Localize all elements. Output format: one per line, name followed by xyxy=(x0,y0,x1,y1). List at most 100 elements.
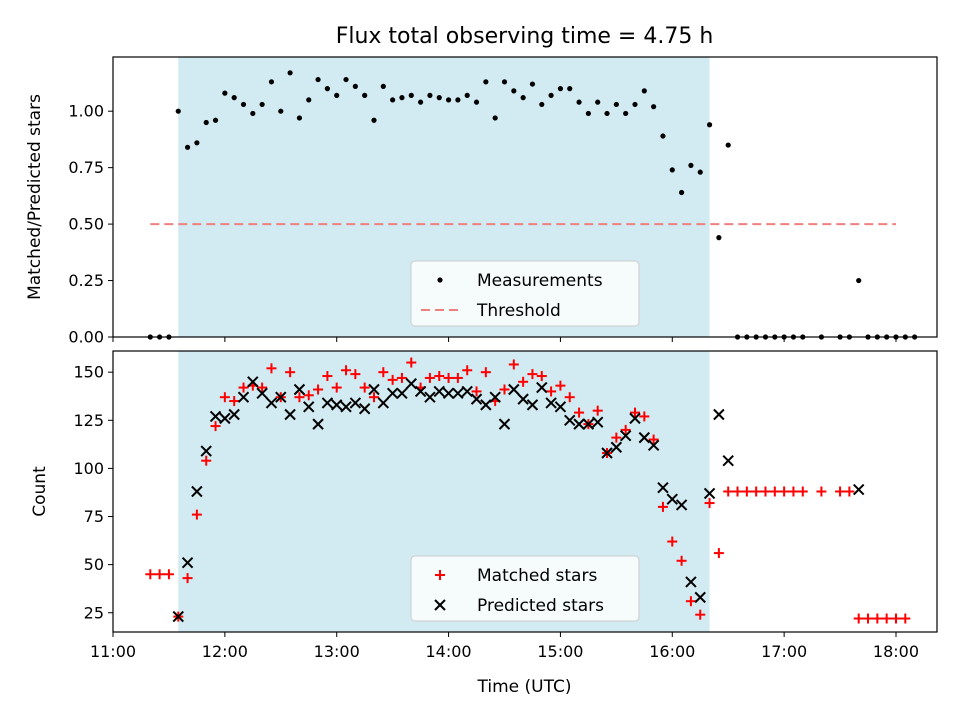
top-panel: 0.00 0.25 0.50 0.75 1.00 Matched/Predicted st… xyxy=(25,56,938,347)
data-point xyxy=(212,117,219,123)
data-point xyxy=(573,418,585,430)
data-point xyxy=(331,399,343,411)
y-axis-label: Matched/Predicted stars xyxy=(25,94,45,300)
data-point xyxy=(856,277,862,284)
series-matched-stars xyxy=(145,357,911,624)
data-point xyxy=(296,115,303,121)
x-tick-label: 16:00 xyxy=(649,642,695,661)
x-tick-label: 11:00 xyxy=(90,642,136,661)
data-point xyxy=(306,97,312,103)
data-point xyxy=(470,393,483,405)
data-point xyxy=(331,382,342,393)
data-point xyxy=(452,387,464,400)
data-point xyxy=(582,418,595,430)
data-point xyxy=(368,392,379,403)
data-point xyxy=(536,371,547,382)
data-point xyxy=(546,386,557,397)
data-point xyxy=(574,407,585,418)
y-tick-label: 50 xyxy=(84,555,104,574)
data-point xyxy=(499,384,510,395)
data-point xyxy=(427,92,433,98)
data-point xyxy=(498,418,511,430)
data-point xyxy=(853,613,864,624)
data-point xyxy=(669,167,675,173)
data-point xyxy=(462,365,473,376)
x-tick-label: 13:00 xyxy=(314,642,360,661)
y-tick-label: 125 xyxy=(73,411,104,430)
data-point xyxy=(464,92,470,98)
data-point xyxy=(443,372,454,383)
data-point xyxy=(760,486,771,497)
data-point xyxy=(228,408,240,421)
data-point xyxy=(378,367,389,378)
data-point xyxy=(585,110,591,117)
data-point xyxy=(678,189,685,196)
data-point xyxy=(452,372,463,383)
data-point xyxy=(604,110,610,117)
data-point xyxy=(852,483,865,496)
data-point xyxy=(704,498,715,509)
data-point xyxy=(231,95,237,101)
data-point xyxy=(287,70,293,76)
legend-label: Predicted stars xyxy=(477,596,604,616)
data-point xyxy=(518,376,529,387)
chart-title: Flux total observing time = 4.75 h xyxy=(336,24,714,49)
data-point xyxy=(145,569,156,580)
legend: Measurements Threshold xyxy=(410,260,640,327)
y-tick-label: 150 xyxy=(73,363,104,382)
data-point xyxy=(194,140,200,146)
legend: Matched stars Predicted stars xyxy=(410,555,640,622)
data-point xyxy=(358,403,371,415)
data-point xyxy=(203,119,209,126)
data-point xyxy=(266,363,277,374)
data-point xyxy=(182,573,193,584)
data-point xyxy=(557,86,564,92)
data-point xyxy=(442,387,455,400)
data-point xyxy=(240,101,247,108)
data-point xyxy=(371,117,377,123)
data-point xyxy=(816,486,827,497)
data-point xyxy=(350,369,361,380)
x-axis-label: Time (UTC) xyxy=(477,677,572,697)
data-point xyxy=(620,424,631,435)
data-point xyxy=(844,486,855,497)
data-point xyxy=(694,591,706,604)
data-point xyxy=(725,142,731,148)
legend-swatch xyxy=(437,277,443,283)
data-point xyxy=(657,481,669,494)
data-point xyxy=(265,397,278,409)
data-point xyxy=(210,421,221,432)
data-point xyxy=(154,569,165,580)
y-tick-label: 75 xyxy=(84,507,104,526)
data-point xyxy=(675,499,688,511)
data-point xyxy=(511,88,517,94)
legend-swatch xyxy=(434,599,446,611)
data-point xyxy=(508,359,519,370)
data-point xyxy=(788,486,799,497)
data-point xyxy=(508,383,520,396)
data-point xyxy=(377,397,390,409)
data-point xyxy=(380,83,386,89)
legend-label: Matched stars xyxy=(477,566,597,586)
x-tick-label: 18:00 xyxy=(873,642,919,661)
data-point xyxy=(445,97,452,103)
data-point xyxy=(732,486,743,497)
data-point xyxy=(641,88,647,94)
data-point xyxy=(632,101,638,108)
data-point xyxy=(408,92,414,98)
data-point xyxy=(722,454,734,467)
data-point xyxy=(610,441,623,453)
data-point xyxy=(390,97,396,103)
data-point xyxy=(685,576,697,588)
data-point xyxy=(209,410,222,423)
data-point xyxy=(313,384,324,395)
data-point xyxy=(343,76,349,83)
data-point xyxy=(667,536,678,547)
data-point xyxy=(278,108,284,114)
data-point xyxy=(424,372,435,383)
data-point xyxy=(285,367,296,378)
data-point xyxy=(303,390,314,401)
y-tick-label: 1.00 xyxy=(68,102,104,121)
legend-box xyxy=(410,555,640,622)
data-point xyxy=(362,92,368,98)
